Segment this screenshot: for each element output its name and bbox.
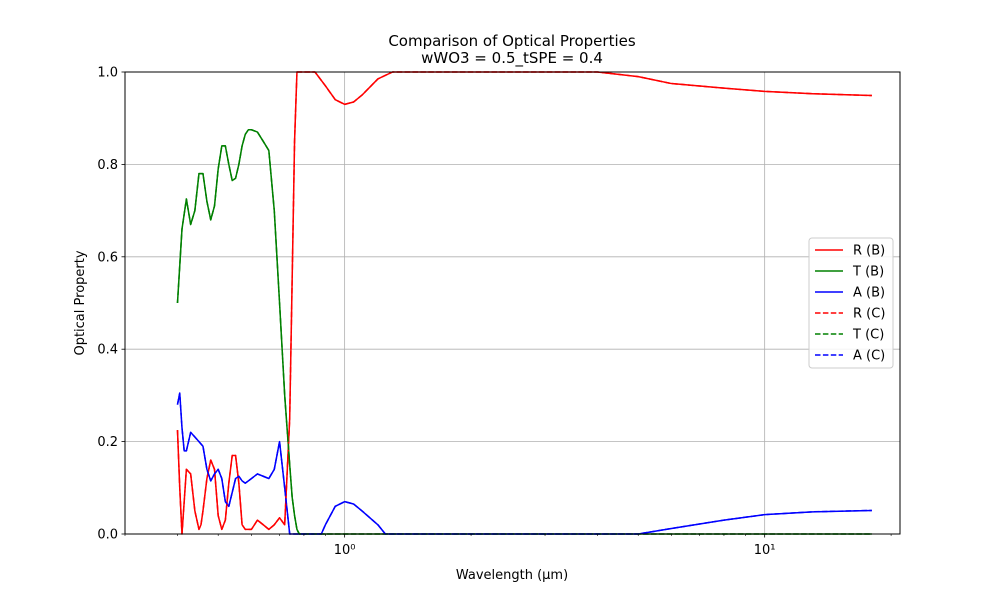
axes-frame <box>124 71 901 535</box>
series-line-5 <box>176 129 872 535</box>
y-tick-label: 1.0 <box>97 66 118 81</box>
y-tick-label: 0.6 <box>97 250 118 265</box>
legend: R (B) T (B) A (B) R (C) T (C) A (C) <box>808 237 894 369</box>
x-tick-label: 10⁰ <box>334 543 356 558</box>
legend-label: A (C) <box>853 349 885 364</box>
legend-label: R (C) <box>853 307 885 322</box>
legend-label: T (B) <box>852 265 884 280</box>
axis-ticks: 0.0 0.2 0.4 0.6 0.8 1.0 10⁰ 10¹ <box>97 66 892 558</box>
chart-subtitle: wWO3 = 0.5_tSPE = 0.4 <box>421 49 603 68</box>
y-tick-label: 0.8 <box>97 158 118 173</box>
y-axis-label: Optical Property <box>73 250 88 355</box>
x-axis-label: Wavelength (μm) <box>456 568 568 583</box>
x-tick-label: 10¹ <box>754 543 776 558</box>
y-tick-label: 0.2 <box>97 435 118 450</box>
legend-label: R (B) <box>853 244 885 259</box>
chart-title: Comparison of Optical Properties <box>388 32 636 50</box>
legend-label: T (C) <box>852 328 884 343</box>
y-tick-label: 0.0 <box>97 528 118 543</box>
y-tick-label: 0.4 <box>97 343 118 358</box>
legend-label: A (B) <box>853 286 885 301</box>
